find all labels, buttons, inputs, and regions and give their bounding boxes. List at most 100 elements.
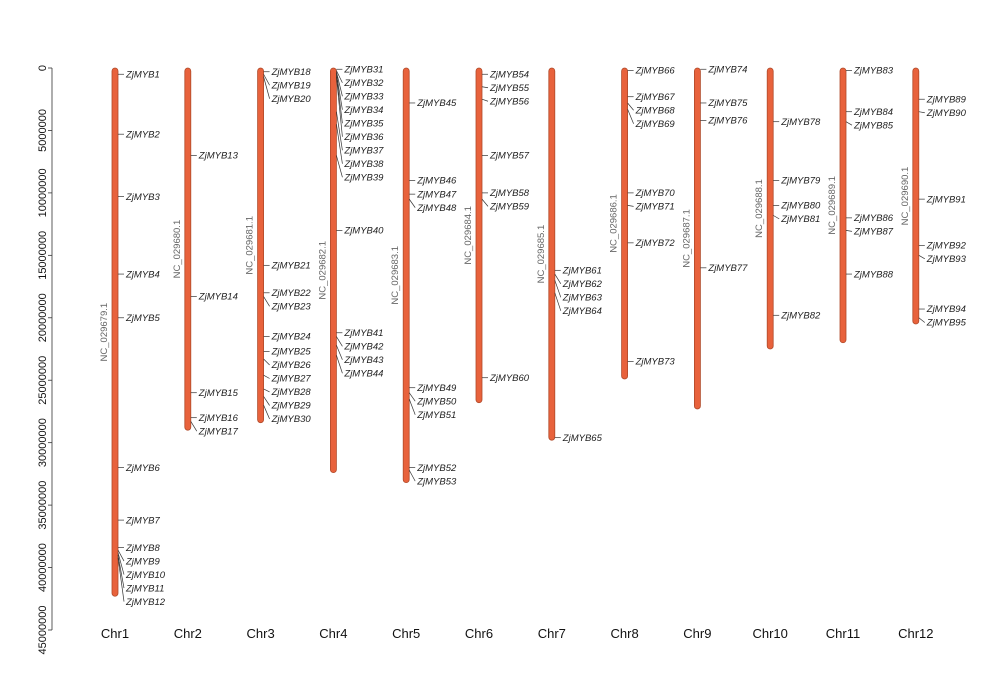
gene-leader-line	[773, 215, 780, 220]
gene-leader-line	[117, 549, 125, 562]
axis-tick-label: 40000000	[37, 543, 49, 592]
gene-label: ZjMYB45	[416, 98, 457, 109]
gene-label: ZjMYB14	[198, 292, 238, 303]
gene-leader-line	[408, 398, 416, 415]
gene-leader-line	[845, 121, 853, 126]
gene-label: ZjMYB83	[853, 66, 894, 77]
gene-label: ZjMYB26	[271, 360, 312, 371]
gene-label: ZjMYB29	[271, 401, 312, 412]
chromosome-name: Chr9	[683, 626, 711, 641]
gene-label: ZjMYB52	[416, 463, 457, 474]
gene-label: ZjMYB39	[343, 172, 384, 183]
gene-label: ZjMYB93	[926, 254, 967, 265]
gene-leader-line	[627, 109, 634, 124]
gene-label: ZjMYB15	[198, 388, 239, 399]
chromosome-name: Chr6	[465, 626, 493, 641]
gene-leader-line	[918, 317, 926, 323]
axis-tick-label: 45000000	[37, 606, 49, 655]
gene-label: ZjMYB36	[343, 132, 384, 143]
chromosome-group: NC_029679.1 Chr1 ZjMYB1 ZjMYB2 ZjMYB3 ZjMYB4 Z…	[99, 64, 967, 641]
gene-leader-line	[336, 336, 343, 347]
gene-label: ZjMYB74	[707, 64, 747, 75]
gene-leader-line	[336, 345, 343, 360]
chromosome-accession: NC_029688.1	[754, 179, 765, 238]
chromosome-accession: NC_029684.1	[463, 206, 474, 265]
gene-leader-line	[408, 392, 416, 402]
gene-leader-line	[627, 102, 634, 111]
gene-label: ZjMYB20	[271, 94, 312, 105]
gene-label: ZjMYB27	[271, 374, 312, 385]
gene-label: ZjMYB81	[780, 214, 820, 225]
chromosome-name: Chr2	[174, 626, 202, 641]
gene-label: ZjMYB82	[780, 310, 821, 321]
chromosome-name: Chr5	[392, 626, 420, 641]
gene-label: ZjMYB17	[198, 426, 239, 437]
gene-label: ZjMYB38	[343, 159, 384, 170]
gene-label: ZjMYB46	[416, 176, 457, 187]
gene-leader-line	[627, 205, 634, 207]
gene-leader-line	[117, 555, 125, 589]
gene-leader-line	[336, 76, 343, 137]
gene-leader-line	[336, 124, 343, 164]
chromosome-bar	[766, 67, 774, 350]
position-axis: 0 5000000 10000000 15000000 20000000 25000000…	[37, 65, 53, 655]
gene-label: ZjMYB6	[125, 463, 161, 474]
gene-label: ZjMYB53	[416, 476, 457, 487]
gene-label: ZjMYB68	[635, 105, 676, 116]
gene-label: ZjMYB2	[125, 129, 161, 140]
gene-label: ZjMYB95	[926, 318, 967, 329]
chromosome: NC_029685.1 Chr7 ZjMYB61 ZjMYB62 ZjMYB63 ZjMY…	[536, 67, 603, 641]
gene-label: ZjMYB79	[780, 176, 821, 187]
gene-label: ZjMYB4	[125, 269, 160, 280]
gene-label: ZjMYB32	[343, 78, 384, 89]
gene-leader-line	[554, 280, 562, 298]
axis-tick-label: 15000000	[37, 231, 49, 280]
gene-label: ZjMYB48	[416, 203, 457, 214]
gene-label: ZjMYB35	[343, 118, 384, 129]
chromosome: NC_029681.1 Chr3 ZjMYB18 ZjMYB19 ZjMYB20 ZjMY…	[245, 67, 312, 641]
gene-leader-line	[918, 255, 925, 260]
gene-label: ZjMYB54	[489, 69, 529, 80]
chromosome-bar	[402, 67, 410, 484]
chromosome-bar	[257, 67, 265, 424]
gene-leader-line	[117, 552, 125, 575]
gene-label: ZjMYB84	[853, 107, 893, 118]
chromosome: NC_029680.1 Chr2 ZjMYB13 ZjMYB14 ZjMYB15 ZjMY…	[172, 67, 239, 641]
gene-label: ZjMYB5	[125, 313, 161, 324]
gene-label: ZjMYB25	[271, 347, 312, 358]
gene-label: ZjMYB49	[416, 383, 457, 394]
chromosome: NC_029688.1 Chr10 ZjMYB78 ZjMYB79 ZjMYB80 ZjM…	[752, 67, 821, 641]
chromosome-bar	[475, 67, 483, 404]
chromosome-name: Chr10	[752, 626, 787, 641]
chromosome-bar	[111, 67, 119, 597]
chromosome-accession: NC_029689.1	[827, 176, 838, 235]
gene-label: ZjMYB63	[562, 293, 603, 304]
axis-tick-label: 10000000	[37, 168, 49, 217]
chromosome-accession: NC_029683.1	[390, 246, 401, 305]
gene-leader-line	[481, 198, 489, 207]
gene-label: ZjMYB42	[343, 341, 384, 352]
gene-label: ZjMYB55	[489, 83, 530, 94]
gene-label: ZjMYB66	[635, 66, 676, 77]
gene-label: ZjMYB88	[853, 269, 894, 280]
chromosome-bar	[912, 67, 920, 325]
gene-label: ZjMYB65	[562, 433, 603, 444]
gene-label: ZjMYB10	[125, 570, 166, 581]
gene-leader-line	[263, 296, 270, 307]
gene-leader-line	[263, 374, 270, 379]
chromosome-name: Chr11	[826, 626, 860, 641]
chromosome: NC_029684.1 Chr6 ZjMYB54 ZjMYB55 ZjMYB56 ZjMY…	[463, 67, 530, 641]
axis-tick-label: 35000000	[37, 481, 49, 530]
gene-leader-line	[554, 273, 562, 285]
gene-label: ZjMYB33	[343, 91, 384, 102]
gene-label: ZjMYB92	[926, 241, 967, 252]
gene-label: ZjMYB24	[271, 332, 311, 343]
chromosome-bar	[329, 67, 337, 474]
gene-leader-line	[117, 557, 125, 602]
chromosome-name: Chr3	[247, 626, 275, 641]
chromosome-accession: NC_029682.1	[317, 241, 328, 300]
gene-label: ZjMYB89	[926, 94, 967, 105]
chromosome-accession: NC_029681.1	[245, 216, 256, 275]
gene-leader-line	[408, 469, 416, 482]
